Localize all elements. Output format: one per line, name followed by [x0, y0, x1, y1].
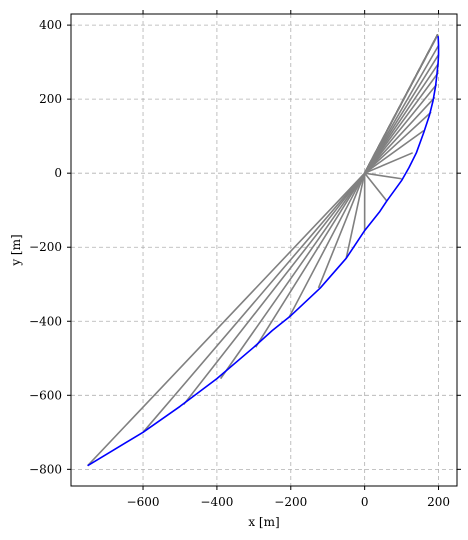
ray-line	[363, 33, 440, 174]
y-tick-label: 200	[39, 92, 62, 106]
grid-lines	[71, 14, 457, 486]
plot-frame	[70, 13, 458, 487]
plot-background	[71, 14, 457, 486]
ray-lines	[87, 33, 440, 467]
y-tick-label: −800	[29, 462, 62, 476]
x-tick-label: 0	[361, 495, 369, 509]
y-tick-label: −200	[29, 240, 62, 254]
x-axis-label: x [m]	[248, 515, 279, 529]
y-tick-label: −600	[29, 388, 62, 402]
y-tick-label: −400	[29, 314, 62, 328]
x-tick-label: −400	[200, 495, 233, 509]
y-tick-label: 0	[54, 166, 62, 180]
y-tick-label: 400	[39, 18, 62, 32]
trajectory-curve	[87, 36, 440, 467]
axis-ticks: −600 −400 −200 0 200 400 200 0 −200 −400 −600 −800	[29, 10, 461, 509]
x-tick-label: −600	[127, 495, 160, 509]
x-tick-label: 200	[427, 495, 450, 509]
x-tick-label: −200	[274, 495, 307, 509]
y-axis-label: y [m]	[9, 234, 23, 266]
curve-line	[87, 36, 440, 467]
